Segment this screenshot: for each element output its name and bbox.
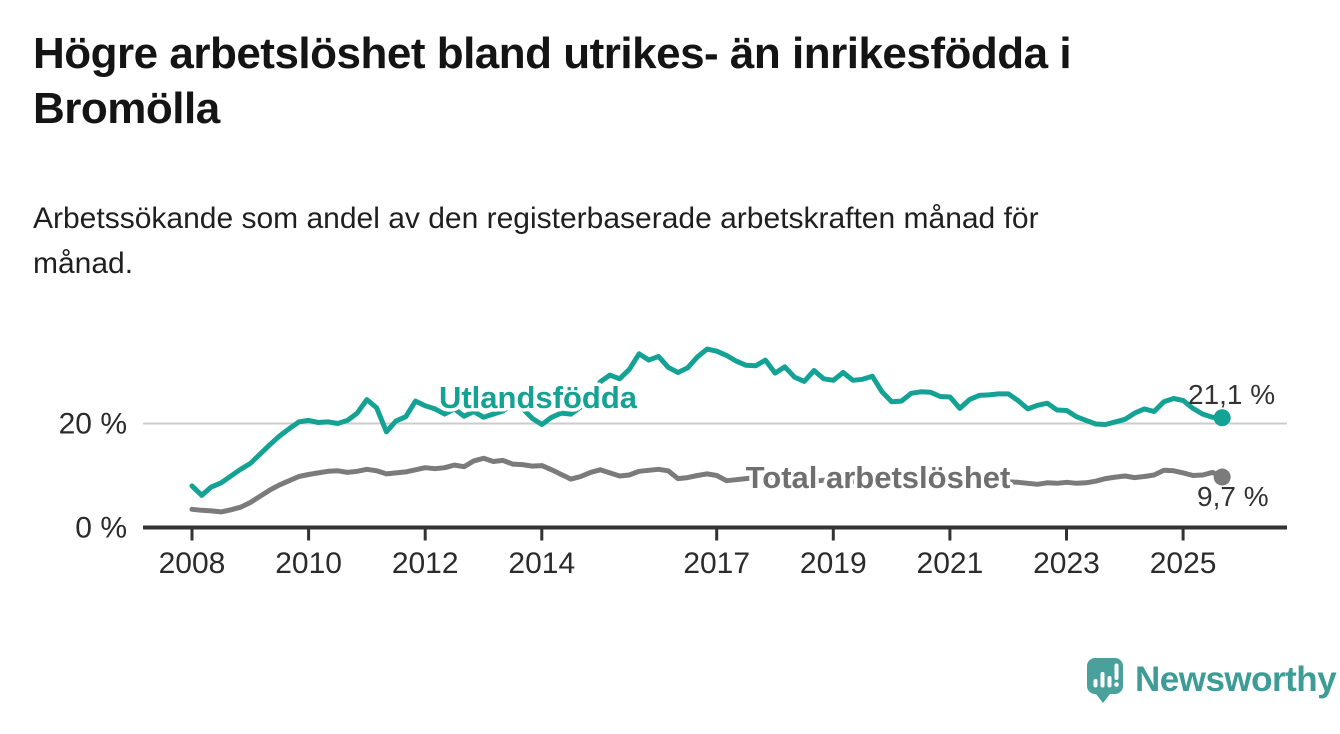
- x-tick-label-2017: 2017: [683, 547, 750, 580]
- chart-headline: Högre arbetslöshet bland utrikes- än inr…: [33, 26, 1313, 136]
- x-tick-label-2019: 2019: [800, 547, 867, 580]
- chart-subtitle: Arbetssökande som andel av den registerb…: [33, 196, 1293, 286]
- subtitle-line-2: månad.: [33, 247, 134, 280]
- utlandsf-dda-line: [189, 346, 1225, 498]
- y-tick-label-0: 0 %: [75, 512, 127, 545]
- newsworthy-logo-icon: [1087, 657, 1123, 703]
- subtitle-line-1: Arbetssökande som andel av den registerb…: [33, 202, 1039, 235]
- newsworthy-logo-text: Newsworthy: [1135, 660, 1337, 699]
- utlandsf-dda-end-value-label: 21,1 %: [1188, 379, 1275, 410]
- total-arbetsl-shet-series-label: Total arbetslöshet: [746, 460, 1011, 495]
- newsworthy-logo: Newsworthy: [1086, 655, 1337, 705]
- x-tick-label-2012: 2012: [392, 547, 459, 580]
- x-tick-label-2008: 2008: [159, 547, 226, 580]
- exclamation-dot: [1114, 681, 1119, 687]
- total-arbetsl-shet-end-dot: [1213, 468, 1231, 486]
- total-arbetsl-shet-end-value-label: 9,7 %: [1197, 481, 1269, 512]
- utlandsf-dda-series-label: Utlandsfödda: [439, 380, 638, 415]
- y-tick-label-20: 20 %: [59, 408, 127, 441]
- headline-line-2: Bromölla: [33, 84, 220, 133]
- total-arbetsl-shet-line: [189, 455, 1225, 515]
- x-tick-label-2014: 2014: [508, 547, 575, 580]
- x-tick-label-2010: 2010: [275, 547, 342, 580]
- utlandsf-dda-end-dot: [1213, 409, 1231, 427]
- x-tick-label-2021: 2021: [917, 547, 984, 580]
- x-tick-label-2023: 2023: [1033, 547, 1100, 580]
- headline-line-1: Högre arbetslöshet bland utrikes- än inr…: [33, 29, 1072, 78]
- speech-bubble-shape: [1087, 657, 1123, 703]
- x-tick-label-2025: 2025: [1150, 547, 1217, 580]
